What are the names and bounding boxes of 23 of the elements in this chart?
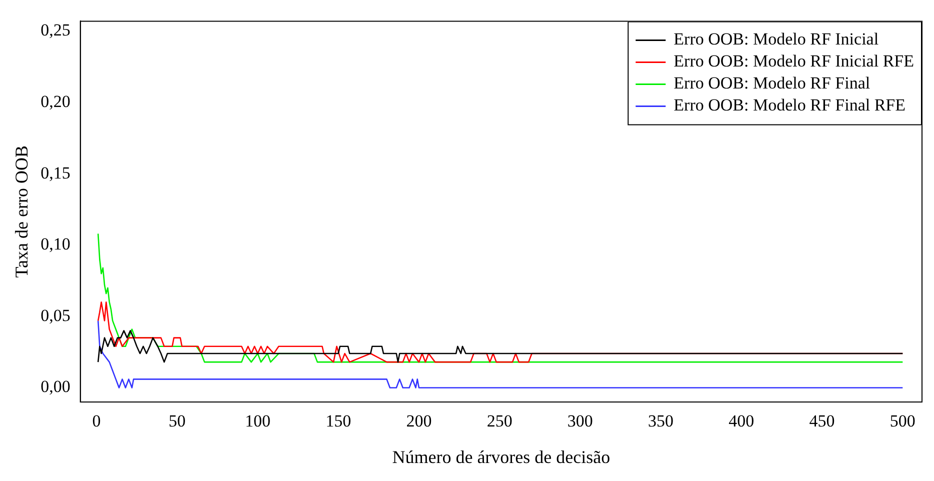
x-tick-label: 500 [890, 412, 916, 431]
x-tick-label: 150 [326, 412, 352, 431]
x-tick-label: 50 [168, 412, 186, 431]
x-tick-label: 300 [567, 412, 593, 431]
x-axis-title: Número de árvores de decisão [392, 446, 610, 467]
y-tick-label: 0,05 [40, 306, 70, 325]
y-tick-label: 0,20 [40, 92, 70, 111]
legend-label: Erro OOB: Modelo RF Final [674, 74, 870, 93]
x-tick-label: 350 [648, 412, 674, 431]
x-tick-label: 400 [728, 412, 754, 431]
x-tick-label: 0 [92, 412, 101, 431]
y-axis-title: Taxa de erro OOB [12, 146, 32, 278]
x-tick-label: 100 [244, 412, 270, 431]
y-tick-label: 0,15 [40, 163, 70, 182]
x-tick-label: 200 [406, 412, 432, 431]
legend-label: Erro OOB: Modelo RF Inicial [674, 30, 879, 49]
y-tick-label: 0,00 [40, 377, 70, 396]
legend-label: Erro OOB: Modelo RF Final RFE [674, 96, 906, 115]
y-tick-label: 0,25 [40, 20, 70, 40]
x-tick-label: 450 [809, 412, 835, 431]
legend-label: Erro OOB: Modelo RF Inicial RFE [674, 52, 914, 71]
x-tick-label: 250 [486, 412, 512, 431]
y-tick-label: 0,10 [40, 234, 70, 254]
